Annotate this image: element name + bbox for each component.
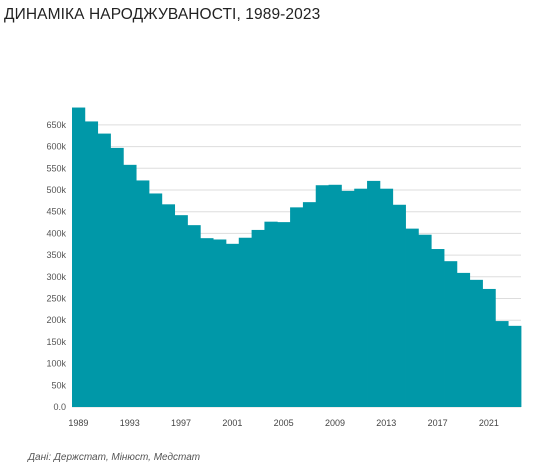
bar-1993 [123, 164, 137, 407]
bar-2015 [405, 228, 419, 407]
x-tick-label: 1993 [120, 418, 140, 428]
bar-2013 [379, 188, 394, 407]
chart-title: ДИНАМІКА НАРОДЖУВАНОСТІ, 1989-2023 [4, 6, 321, 23]
bar-2014 [392, 204, 406, 407]
y-tick-label: 200k [46, 315, 66, 325]
bar-2007 [302, 202, 317, 407]
bar-2012 [367, 180, 381, 407]
y-tick-label: 0.0 [53, 402, 66, 412]
y-tick-label: 400k [46, 228, 66, 238]
y-tick-label: 600k [46, 142, 66, 152]
x-tick-label: 2005 [274, 418, 294, 428]
y-tick-label: 650k [46, 120, 66, 130]
x-tick-label: 2013 [376, 418, 396, 428]
bar-2021 [482, 288, 496, 407]
bar-2006 [290, 207, 304, 407]
x-axis-tick-labels: 1989 1993 1997 2001 2005 2009 2013 2017 2021 [68, 418, 499, 428]
bar-1991 [97, 133, 111, 407]
x-tick-label: 2009 [325, 418, 345, 428]
bar-2002 [238, 237, 252, 407]
x-tick-label: 2001 [222, 418, 242, 428]
bar-1997 [174, 215, 188, 407]
bars [72, 107, 522, 408]
bar-2018 [444, 261, 458, 407]
bar-1992 [110, 147, 124, 407]
bar-2003 [251, 229, 265, 407]
bar-2004 [264, 221, 278, 407]
bar-2008 [315, 185, 329, 407]
bar-1990 [84, 121, 99, 408]
x-tick-label: 1997 [171, 418, 191, 428]
y-tick-label: 550k [46, 163, 66, 173]
bar-2011 [354, 188, 368, 407]
y-tick-label: 250k [46, 294, 66, 304]
bar-2010 [341, 190, 355, 407]
bar-1995 [148, 193, 163, 407]
y-tick-label: 150k [46, 337, 66, 347]
bar-2016 [418, 234, 432, 407]
bar-1996 [161, 204, 176, 407]
bar-2009 [328, 184, 342, 407]
bar-2000 [213, 239, 227, 407]
y-tick-label: 450k [46, 207, 66, 217]
bar-1998 [187, 225, 201, 407]
y-tick-label: 350k [46, 250, 66, 260]
bar-2005 [277, 222, 291, 407]
x-tick-label: 2017 [428, 418, 448, 428]
y-tick-label: 100k [46, 359, 66, 369]
bar-2020 [469, 279, 483, 407]
y-tick-label: 500k [46, 185, 66, 195]
bar-2019 [456, 272, 471, 407]
x-tick-label: 2021 [479, 418, 499, 428]
bar-2023 [508, 325, 522, 407]
data-source-note: Дані: Держстат, Мінюст, Медстат [28, 452, 201, 463]
bar-1999 [200, 238, 214, 407]
bar-1989 [72, 107, 86, 407]
y-tick-label: 50k [51, 380, 66, 390]
x-tick-label: 1989 [68, 418, 88, 428]
bar-1994 [136, 180, 150, 407]
bar-2001 [225, 243, 240, 407]
bar-2017 [431, 249, 445, 407]
bar-2022 [495, 321, 509, 407]
y-tick-label: 300k [46, 272, 66, 282]
y-axis-tick-labels: 0.0 50k 100k 150k 200k 250k 300k 350k 400k 450k 50… [46, 120, 66, 412]
